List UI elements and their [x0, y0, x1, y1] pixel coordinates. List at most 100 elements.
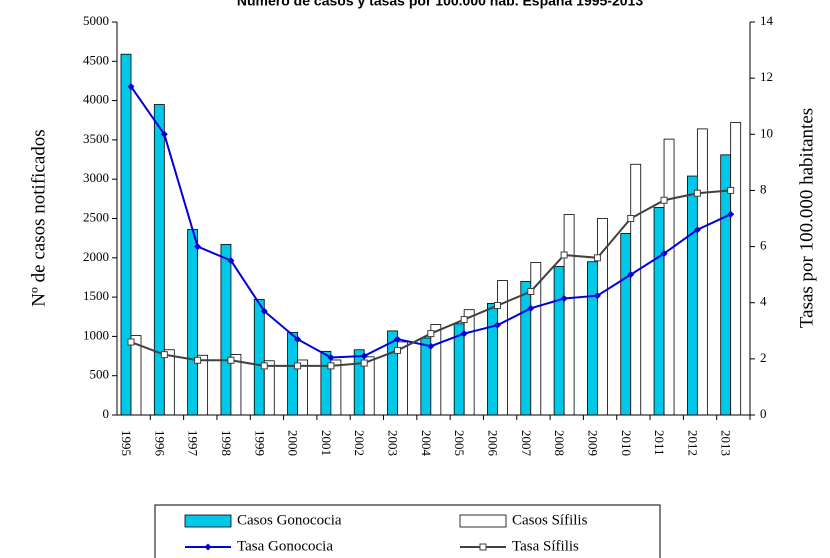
bar	[587, 261, 598, 416]
x-tick-label: 2011	[652, 430, 667, 456]
line-marker	[127, 338, 135, 346]
legend-swatch	[184, 514, 232, 528]
x-tick-label: 2005	[452, 430, 467, 456]
line-marker	[327, 353, 335, 361]
bar	[287, 332, 298, 416]
y2-axis-title: Tasas por 100.000 habitantes	[796, 108, 817, 328]
bar	[130, 335, 142, 416]
y-tick-label: 500	[90, 367, 110, 382]
line-marker	[560, 251, 568, 259]
y2-tick-label: 2	[760, 350, 767, 365]
x-tick-label: 2012	[685, 430, 700, 456]
y-tick-label: 2000	[83, 249, 109, 264]
bar	[163, 349, 175, 416]
bar	[630, 163, 642, 416]
bar	[463, 309, 475, 416]
y-tick-label: 3500	[83, 131, 109, 146]
x-tick-label: 2008	[552, 430, 567, 456]
line-marker	[427, 330, 435, 338]
line-marker	[360, 359, 368, 367]
line-marker	[527, 287, 535, 295]
bar	[730, 122, 742, 416]
legend-swatch	[459, 514, 507, 528]
line-marker	[160, 351, 168, 359]
y-tick-label: 1000	[83, 327, 109, 342]
bar	[320, 350, 332, 416]
line-marker	[394, 346, 402, 354]
bar	[553, 266, 565, 416]
chart-title: Número de casos y tasas por 100.000 hab.…	[237, 0, 643, 9]
x-tick-label: 2010	[619, 430, 634, 456]
legend-label: Casos Sífilis	[512, 512, 588, 528]
bar	[220, 244, 232, 416]
x-tick-label: 1998	[219, 430, 234, 456]
line-marker	[227, 356, 235, 364]
line-marker	[479, 543, 487, 551]
legend-label: Tasa Gonococia	[237, 538, 333, 554]
bar	[253, 299, 265, 416]
bar	[653, 207, 665, 416]
line-marker	[260, 362, 268, 370]
line-marker	[593, 292, 601, 300]
line-marker	[327, 362, 335, 370]
y2-tick-label: 4	[760, 294, 767, 309]
y2-tick-label: 0	[760, 406, 767, 421]
x-tick-label: 1997	[186, 430, 201, 457]
x-tick-label: 2001	[319, 430, 334, 456]
line-marker	[627, 271, 635, 279]
x-tick-label: 1999	[252, 430, 267, 456]
line-marker	[560, 295, 568, 303]
line-marker	[160, 130, 168, 138]
bar	[563, 214, 575, 416]
bar	[696, 128, 708, 416]
line-marker	[693, 189, 701, 197]
bar	[487, 302, 498, 416]
bar	[620, 233, 632, 416]
line-marker	[727, 186, 735, 194]
line-marker	[227, 257, 235, 265]
x-tick-label: 2013	[719, 430, 734, 456]
x-tick-label: 2009	[585, 430, 600, 456]
x-tick-label: 2003	[386, 430, 401, 456]
y2-tick-label: 14	[760, 13, 774, 28]
line-marker	[493, 321, 501, 329]
bar	[420, 337, 432, 416]
line-marker	[593, 254, 601, 262]
line-marker	[693, 226, 701, 234]
x-tick-label: 2006	[485, 430, 500, 457]
y-tick-label: 1500	[83, 288, 109, 303]
line-marker	[660, 250, 668, 258]
y-axis-title: Nº de casos notificados	[28, 129, 49, 306]
bar	[187, 229, 199, 416]
bar	[120, 53, 132, 416]
x-tick-label: 2007	[519, 430, 534, 457]
bar	[497, 280, 508, 416]
x-tick-label: 1995	[119, 430, 134, 456]
y2-tick-label: 10	[760, 125, 773, 140]
line-marker	[394, 335, 402, 343]
bar	[663, 138, 675, 416]
line-marker	[460, 330, 468, 338]
line-marker	[204, 543, 212, 551]
bar	[353, 349, 365, 416]
y2-tick-label: 6	[760, 238, 767, 253]
y-tick-label: 4000	[83, 92, 109, 107]
legend-box	[154, 504, 661, 558]
bar	[520, 280, 532, 416]
bar	[430, 324, 442, 416]
y2-tick-label: 12	[760, 69, 773, 84]
line-marker	[260, 307, 268, 315]
line-marker	[460, 316, 468, 324]
bar	[197, 354, 209, 416]
line-marker	[194, 356, 202, 364]
line-marker	[294, 362, 302, 370]
y2-tick-label: 8	[760, 181, 767, 196]
y-tick-label: 5000	[83, 13, 109, 28]
line-marker	[660, 196, 668, 204]
y-tick-label: 2500	[83, 209, 109, 224]
x-tick-label: 2000	[286, 430, 301, 456]
bar	[153, 104, 165, 416]
line-marker	[727, 210, 735, 218]
line-marker	[427, 342, 435, 350]
